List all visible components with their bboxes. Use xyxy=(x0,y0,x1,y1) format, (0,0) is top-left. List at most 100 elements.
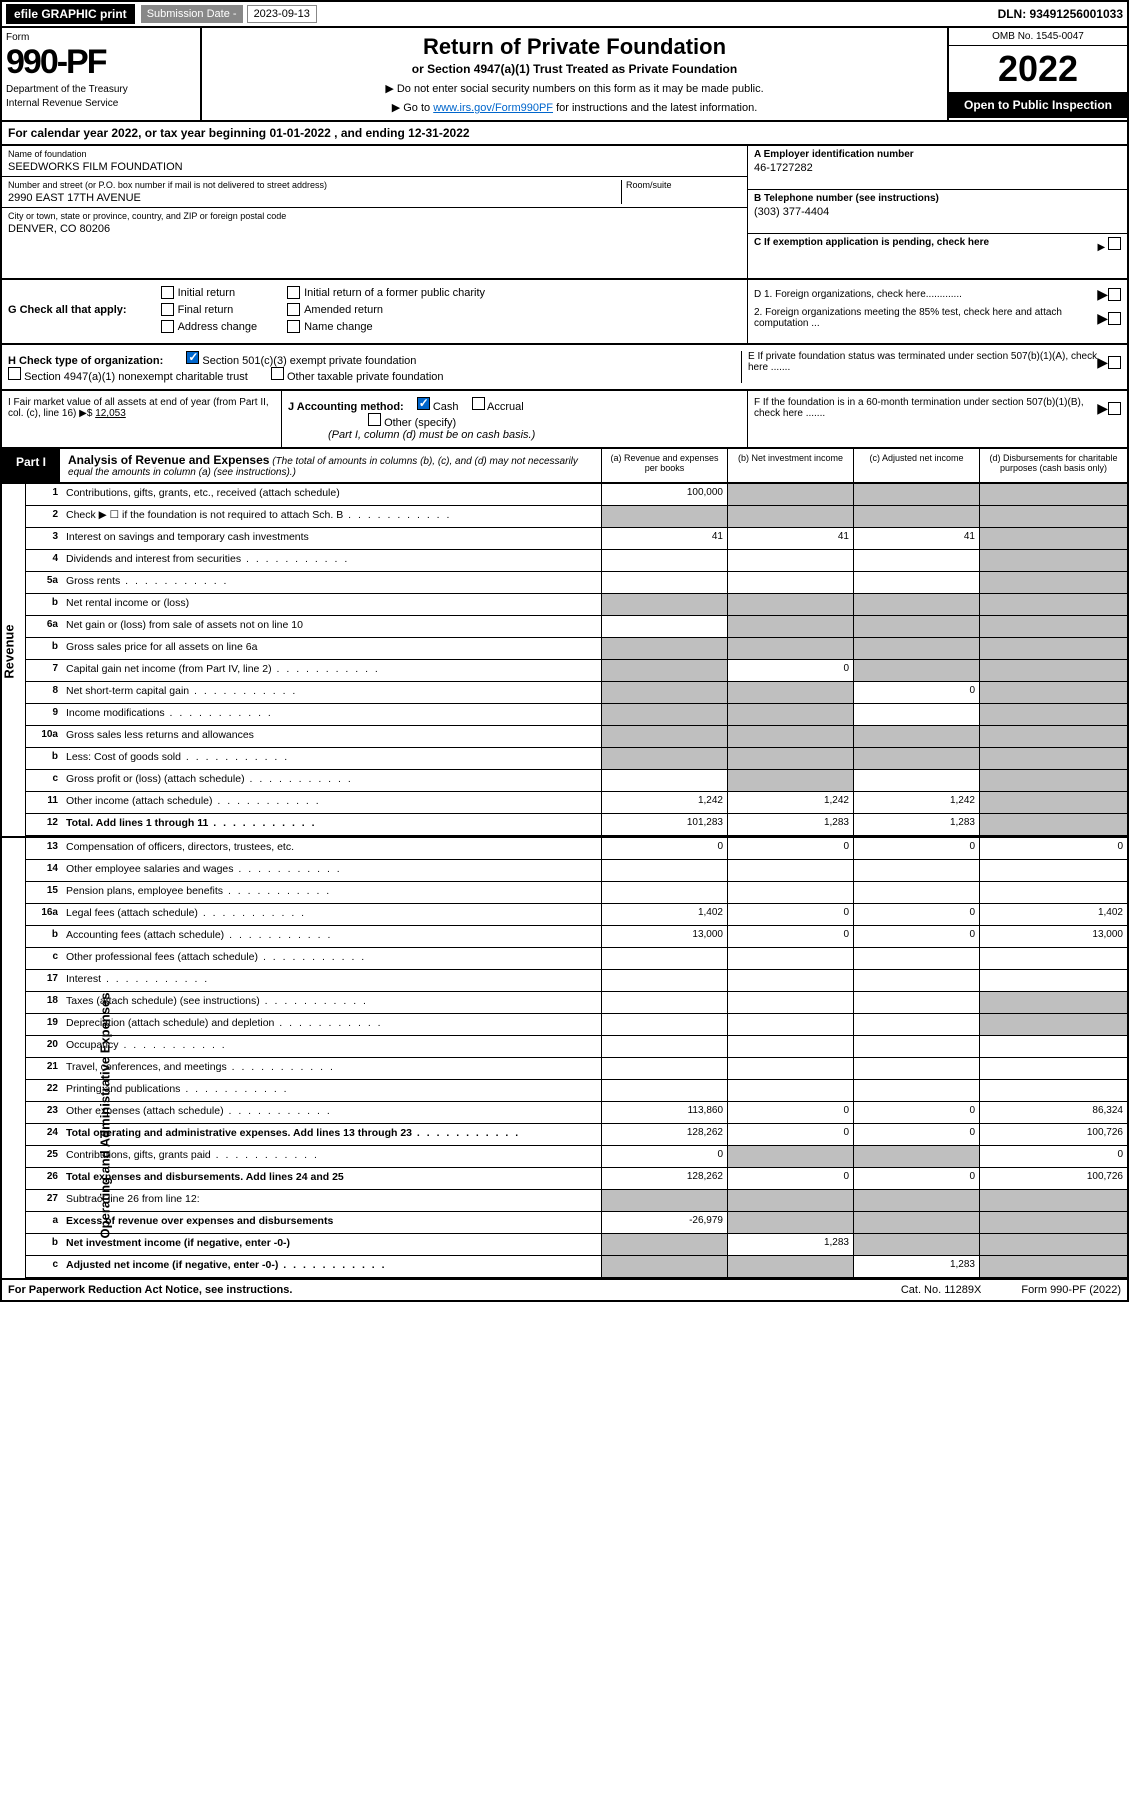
final-return-check[interactable] xyxy=(161,303,174,316)
col-d xyxy=(979,948,1127,969)
row-num: 2 xyxy=(26,506,62,527)
col-d: 0 xyxy=(979,1146,1127,1167)
501c3-check[interactable] xyxy=(186,351,199,364)
col-d xyxy=(979,970,1127,991)
col-b: 0 xyxy=(727,1124,853,1145)
form-title: Return of Private Foundation xyxy=(212,34,937,60)
row-num: 11 xyxy=(26,792,62,813)
col-b xyxy=(727,770,853,791)
row-desc: Taxes (attach schedule) (see instruction… xyxy=(62,992,601,1013)
row-num: 24 xyxy=(26,1124,62,1145)
col-d xyxy=(979,792,1127,813)
col-b xyxy=(727,506,853,527)
col-c xyxy=(853,726,979,747)
efile-print-button[interactable]: efile GRAPHIC print xyxy=(6,4,135,24)
row-num: 17 xyxy=(26,970,62,991)
col-d xyxy=(979,594,1127,615)
col-d: 100,726 xyxy=(979,1168,1127,1189)
col-b xyxy=(727,1080,853,1101)
col-b-header: (b) Net investment income xyxy=(727,449,853,482)
revenue-side-label: Revenue xyxy=(2,484,26,836)
instructions-link[interactable]: www.irs.gov/Form990PF xyxy=(433,102,553,114)
col-c: 1,242 xyxy=(853,792,979,813)
col-a xyxy=(601,1058,727,1079)
ein-value: 46-1727282 xyxy=(754,160,1121,174)
col-c xyxy=(853,638,979,659)
col-d xyxy=(979,1234,1127,1255)
table-row: 20Occupancy xyxy=(26,1036,1127,1058)
f-checkbox[interactable] xyxy=(1108,402,1121,415)
city-row: City or town, state or province, country… xyxy=(2,208,747,238)
col-d: 0 xyxy=(979,838,1127,859)
col-c: 0 xyxy=(853,926,979,947)
4947-check[interactable] xyxy=(8,367,21,380)
section-g: G Check all that apply: Initial return I… xyxy=(2,280,747,343)
col-b xyxy=(727,860,853,881)
cash-check[interactable] xyxy=(417,397,430,410)
col-b: 0 xyxy=(727,1102,853,1123)
col-d xyxy=(979,572,1127,593)
part-description: Analysis of Revenue and Expenses (The to… xyxy=(60,449,601,482)
col-d xyxy=(979,1058,1127,1079)
row-desc: Printing and publications xyxy=(62,1080,601,1101)
d2-checkbox[interactable] xyxy=(1108,312,1121,325)
other-taxable-check[interactable] xyxy=(271,367,284,380)
identity-left: Name of foundation SEEDWORKS FILM FOUNDA… xyxy=(2,146,747,278)
col-a xyxy=(601,1014,727,1035)
col-a: -26,979 xyxy=(601,1212,727,1233)
address-change-check[interactable] xyxy=(161,320,174,333)
revenue-body: 1Contributions, gifts, grants, etc., rec… xyxy=(26,484,1127,836)
address-value: 2990 EAST 17TH AVENUE xyxy=(8,190,621,204)
initial-former-check[interactable] xyxy=(287,286,300,299)
col-c xyxy=(853,704,979,725)
col-b: 0 xyxy=(727,904,853,925)
part-i-header: Part I Analysis of Revenue and Expenses … xyxy=(0,449,1129,484)
col-d xyxy=(979,882,1127,903)
initial-return-check[interactable] xyxy=(161,286,174,299)
row-desc: Other professional fees (attach schedule… xyxy=(62,948,601,969)
row-num: 19 xyxy=(26,1014,62,1035)
table-row: 7Capital gain net income (from Part IV, … xyxy=(26,660,1127,682)
revenue-table: Revenue 1Contributions, gifts, grants, e… xyxy=(0,484,1129,838)
col-a xyxy=(601,770,727,791)
row-desc: Contributions, gifts, grants, etc., rece… xyxy=(62,484,601,505)
col-c: 1,283 xyxy=(853,1256,979,1277)
row-num: c xyxy=(26,948,62,969)
col-b xyxy=(727,970,853,991)
table-row: 26Total expenses and disbursements. Add … xyxy=(26,1168,1127,1190)
city-label: City or town, state or province, country… xyxy=(8,211,741,221)
section-h: H Check type of organization: Section 50… xyxy=(8,351,741,383)
row-num: 25 xyxy=(26,1146,62,1167)
e-checkbox[interactable] xyxy=(1108,356,1121,369)
col-c xyxy=(853,748,979,769)
form-ref: Form 990-PF (2022) xyxy=(1021,1284,1121,1296)
foundation-name-row: Name of foundation SEEDWORKS FILM FOUNDA… xyxy=(2,146,747,177)
col-d xyxy=(979,726,1127,747)
row-desc: Capital gain net income (from Part IV, l… xyxy=(62,660,601,681)
col-c-header: (c) Adjusted net income xyxy=(853,449,979,482)
accrual-check[interactable] xyxy=(472,397,485,410)
opt-initial: Initial return xyxy=(178,287,235,299)
col-b xyxy=(727,616,853,637)
row-num: 6a xyxy=(26,616,62,637)
table-row: 16aLegal fees (attach schedule)1,402001,… xyxy=(26,904,1127,926)
name-change-check[interactable] xyxy=(287,320,300,333)
row-num: a xyxy=(26,1212,62,1233)
col-a xyxy=(601,1234,727,1255)
col-d xyxy=(979,682,1127,703)
j-accrual: Accrual xyxy=(487,401,524,413)
row-num: 18 xyxy=(26,992,62,1013)
year-block: OMB No. 1545-0047 2022 Open to Public In… xyxy=(947,28,1127,120)
table-row: 10aGross sales less returns and allowanc… xyxy=(26,726,1127,748)
c-checkbox[interactable] xyxy=(1108,237,1121,250)
col-b xyxy=(727,682,853,703)
table-row: 27Subtract line 26 from line 12: xyxy=(26,1190,1127,1212)
col-c xyxy=(853,770,979,791)
amended-check[interactable] xyxy=(287,303,300,316)
other-method-check[interactable] xyxy=(368,413,381,426)
submission-date: Submission Date - 2023-09-13 xyxy=(141,5,317,23)
col-b: 0 xyxy=(727,926,853,947)
j-note: (Part I, column (d) must be on cash basi… xyxy=(328,429,535,441)
d1-checkbox[interactable] xyxy=(1108,288,1121,301)
h-label: H Check type of organization: xyxy=(8,355,163,367)
